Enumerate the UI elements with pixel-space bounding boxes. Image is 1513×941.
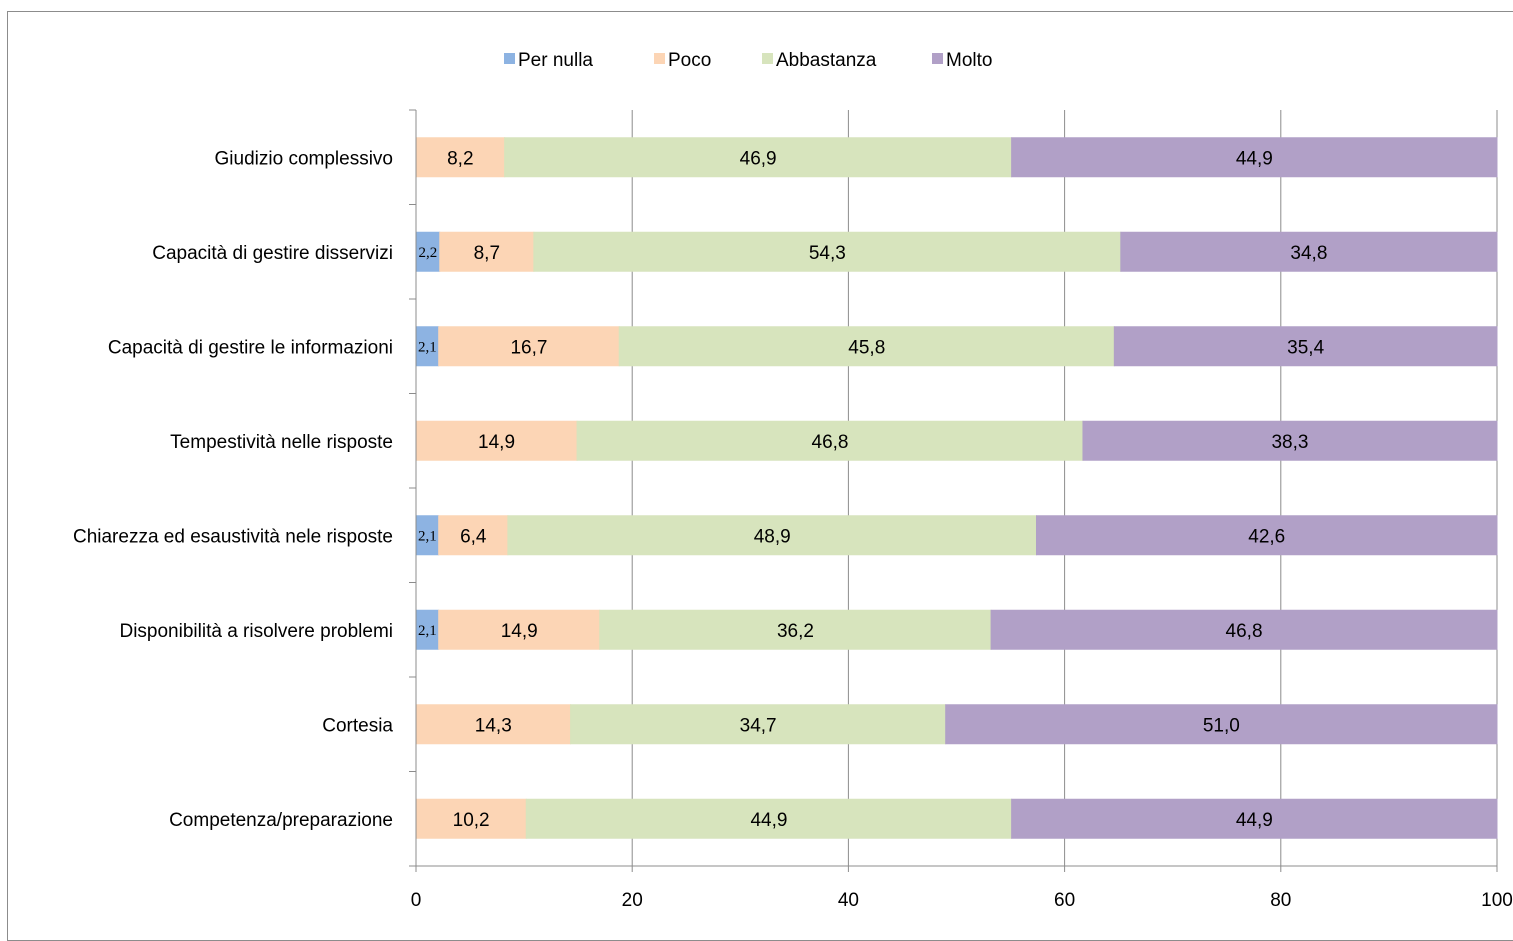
data-label: 8,2 <box>447 148 473 169</box>
legend-swatch <box>654 53 665 64</box>
category-label: Capacità di gestire le informazioni <box>108 337 393 358</box>
category-label: Chiarezza ed esaustività nele risposte <box>73 526 393 547</box>
bar-segment <box>599 609 992 650</box>
data-label: 16,7 <box>510 337 547 358</box>
category-label: Competenza/preparazione <box>169 810 393 831</box>
data-label: 46,8 <box>812 432 849 453</box>
data-label: 44,9 <box>750 810 787 831</box>
bar-segment <box>990 609 1498 650</box>
data-label: 44,9 <box>1236 810 1273 831</box>
x-tick-label: 100 <box>1481 890 1513 911</box>
data-label: 44,9 <box>1236 148 1273 169</box>
data-label: 36,2 <box>777 621 814 642</box>
data-label: 10,2 <box>453 810 490 831</box>
data-label: 34,7 <box>740 715 777 736</box>
data-label: 34,8 <box>1290 243 1327 264</box>
data-label: 38,3 <box>1271 432 1308 453</box>
data-label: 46,9 <box>740 148 777 169</box>
category-label: Disponibilità a risolvere problemi <box>119 621 393 642</box>
legend-label: Poco <box>668 50 711 71</box>
bar-segment <box>618 326 1115 367</box>
data-label: 2,1 <box>418 339 437 355</box>
legend: Per nulla Poco Abbastanza Molto <box>504 50 992 71</box>
legend-label: Abbastanza <box>776 50 877 71</box>
category-label: Giudizio complessivo <box>215 148 393 169</box>
data-label: 8,7 <box>474 243 500 264</box>
data-label: 45,8 <box>848 337 885 358</box>
data-label: 2,1 <box>418 528 437 544</box>
bar-segment <box>439 231 535 272</box>
data-label: 42,6 <box>1248 526 1285 547</box>
category-label: Tempestività nelle risposte <box>170 432 393 453</box>
data-label: 14,3 <box>475 715 512 736</box>
bar-segment <box>570 704 947 745</box>
bar-segment <box>438 515 509 556</box>
bar-segment <box>438 609 601 650</box>
legend-label: Per nulla <box>518 50 593 71</box>
data-label: 46,8 <box>1226 621 1263 642</box>
category-label: Capacità di gestire disservizi <box>152 243 393 264</box>
bar-segment <box>415 798 527 839</box>
axes: 0 20 40 60 80 100 Giudizio complessivo Capacità… <box>73 109 1513 911</box>
data-label: 2,2 <box>419 245 438 261</box>
bars: 8,2 46,9 44,9 2,2 8,7 54,3 34,8 2,1 16,7 45,8 35,4… <box>415 137 1498 839</box>
x-tick-label: 60 <box>1054 890 1075 911</box>
bar-segment <box>1035 515 1498 556</box>
bar-segment <box>438 326 620 367</box>
bar-segment <box>1082 420 1498 461</box>
data-label: 35,4 <box>1287 337 1324 358</box>
stacked-bar-chart: 8,2 46,9 44,9 2,2 8,7 54,3 34,8 2,1 16,7 45,8 35,4… <box>73 50 1513 911</box>
bar-segment <box>415 704 572 745</box>
gridlines <box>631 110 1498 866</box>
legend-swatch <box>932 53 943 64</box>
legend-label: Molto <box>946 50 992 71</box>
bar-segment <box>415 420 578 461</box>
x-tick-label: 0 <box>411 890 422 911</box>
category-label: Cortesia <box>322 715 393 736</box>
bar-segment <box>533 231 1122 272</box>
data-label: 14,9 <box>478 432 515 453</box>
data-label: 6,4 <box>460 526 487 547</box>
bar-segment <box>504 137 1013 178</box>
x-tick-label: 20 <box>622 890 643 911</box>
legend-swatch <box>762 53 773 64</box>
legend-swatch <box>504 53 515 64</box>
data-label: 2,1 <box>418 623 437 639</box>
bar-segment <box>945 704 1498 745</box>
x-tick-label: 80 <box>1270 890 1291 911</box>
bar-segment <box>576 420 1084 461</box>
data-label: 51,0 <box>1203 715 1240 736</box>
data-label: 48,9 <box>754 526 791 547</box>
x-tick-label: 40 <box>838 890 859 911</box>
data-label: 14,9 <box>501 621 538 642</box>
bar-segment <box>1113 326 1498 367</box>
data-label: 54,3 <box>809 243 846 264</box>
bar-segment <box>507 515 1037 556</box>
bar-segment <box>1120 231 1498 272</box>
bar-segment <box>1011 798 1498 839</box>
bar-segment <box>1011 137 1498 178</box>
bar-segment <box>525 798 1013 839</box>
